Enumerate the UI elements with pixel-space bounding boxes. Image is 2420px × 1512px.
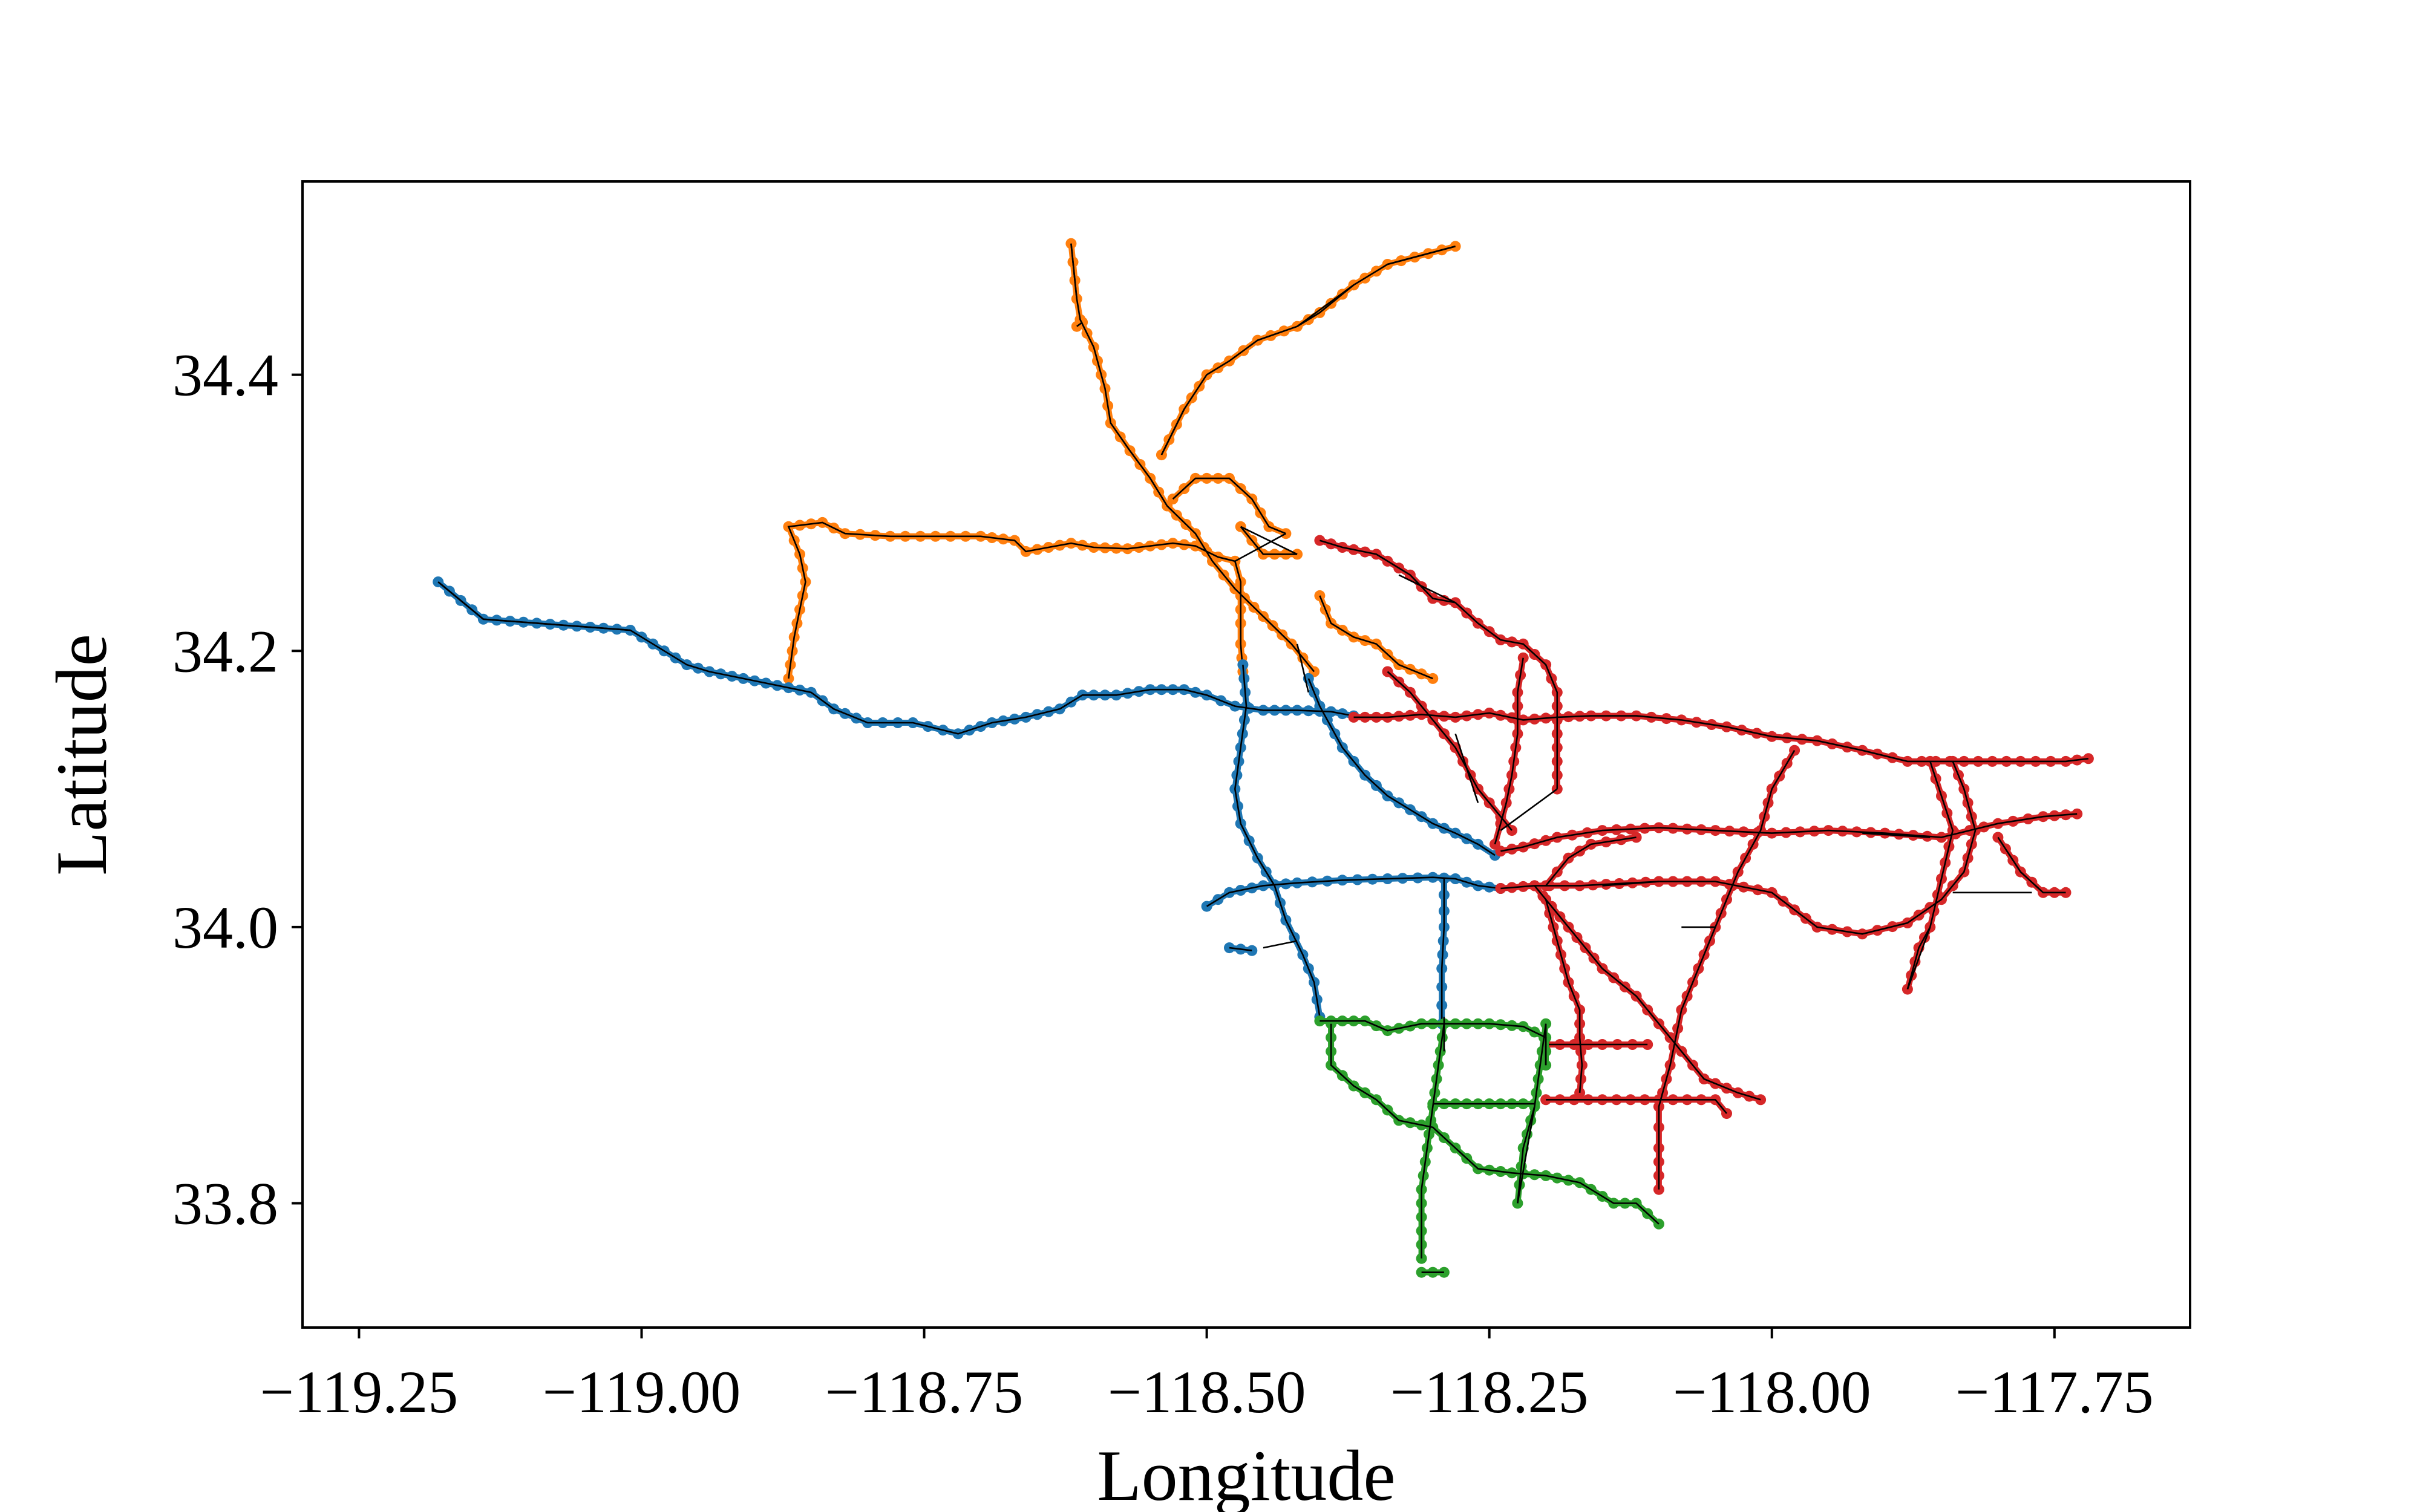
x-tick-label: −119.00 bbox=[543, 1358, 741, 1426]
road-link bbox=[1387, 671, 1513, 831]
connector-edge bbox=[1234, 533, 1287, 562]
road-link bbox=[787, 521, 1235, 679]
road-link bbox=[1234, 664, 1321, 1017]
road-link bbox=[1441, 879, 1445, 1024]
connector-edge bbox=[1862, 832, 1931, 838]
road-link bbox=[1320, 539, 1558, 789]
road-link bbox=[1658, 750, 1796, 1190]
road-link bbox=[1545, 836, 1637, 887]
road-link bbox=[1500, 813, 2078, 852]
connector-edge bbox=[1240, 526, 1298, 555]
connector-edge bbox=[1387, 246, 1456, 266]
road-link bbox=[1234, 561, 1244, 672]
connector-edge bbox=[1263, 940, 1298, 949]
x-tick-label: −118.75 bbox=[825, 1358, 1024, 1426]
connector-edge bbox=[1517, 1106, 1535, 1204]
x-axis-label: Longitude bbox=[1097, 1435, 1395, 1512]
road-link bbox=[1320, 1020, 1547, 1066]
road-link bbox=[1206, 876, 1501, 907]
road-link bbox=[1534, 885, 1761, 1101]
series-1 bbox=[433, 576, 1506, 1029]
road-link bbox=[1494, 657, 1524, 845]
y-tick-label: 34.4 bbox=[172, 342, 278, 409]
road-link bbox=[1546, 1099, 1728, 1114]
road-link bbox=[1319, 595, 1433, 680]
connector-edge bbox=[1296, 644, 1310, 693]
ticks-layer: −119.25 −119.00 −118.75 −118.50 −118.25 −118.… bbox=[172, 342, 2154, 1426]
plot-frame bbox=[301, 180, 2191, 1329]
road-link bbox=[1172, 477, 1286, 535]
road-link bbox=[1545, 899, 1583, 1093]
series-3 bbox=[1314, 1015, 1664, 1278]
connector-edge bbox=[437, 581, 484, 620]
connector-edge bbox=[483, 618, 630, 631]
connector-edge bbox=[1454, 733, 1479, 803]
connector-edge bbox=[1906, 927, 1931, 990]
road-link bbox=[1421, 1023, 1445, 1259]
y-axis-label: Latitude bbox=[41, 634, 122, 876]
road-link bbox=[1906, 761, 1954, 989]
connector-edges bbox=[437, 243, 2032, 1204]
road-link bbox=[1229, 947, 1252, 951]
road-link bbox=[1500, 761, 1977, 935]
x-tick-label: −118.00 bbox=[1673, 1358, 1871, 1426]
road-link bbox=[1240, 526, 1298, 555]
x-tick-label: −117.75 bbox=[1955, 1358, 2154, 1426]
road-link bbox=[437, 581, 1354, 735]
road-link bbox=[1307, 678, 1496, 856]
data-layer bbox=[433, 238, 2094, 1278]
road-link bbox=[1353, 712, 2089, 763]
road-link bbox=[1997, 836, 2066, 894]
x-tick-label: −119.25 bbox=[260, 1358, 459, 1426]
y-tick-label: 34.2 bbox=[172, 618, 278, 685]
road-link bbox=[1330, 1023, 1660, 1225]
series-2 bbox=[1314, 535, 2094, 1195]
road-link bbox=[1070, 243, 1315, 673]
y-tick-label: 34.0 bbox=[172, 894, 278, 961]
y-tick-label: 33.8 bbox=[172, 1170, 278, 1237]
connector-edge bbox=[1398, 574, 1456, 604]
x-tick-label: −118.25 bbox=[1390, 1358, 1589, 1426]
connector-edge bbox=[1297, 284, 1355, 327]
connector-edge bbox=[1500, 788, 1558, 832]
road-link bbox=[1076, 321, 1083, 327]
connector-edge bbox=[1070, 243, 1078, 299]
connector-edge bbox=[1602, 881, 1660, 887]
x-tick-label: −118.50 bbox=[1108, 1358, 1306, 1426]
series-0 bbox=[783, 238, 1461, 684]
road-link bbox=[1160, 246, 1456, 455]
connector-edge bbox=[1160, 409, 1185, 455]
